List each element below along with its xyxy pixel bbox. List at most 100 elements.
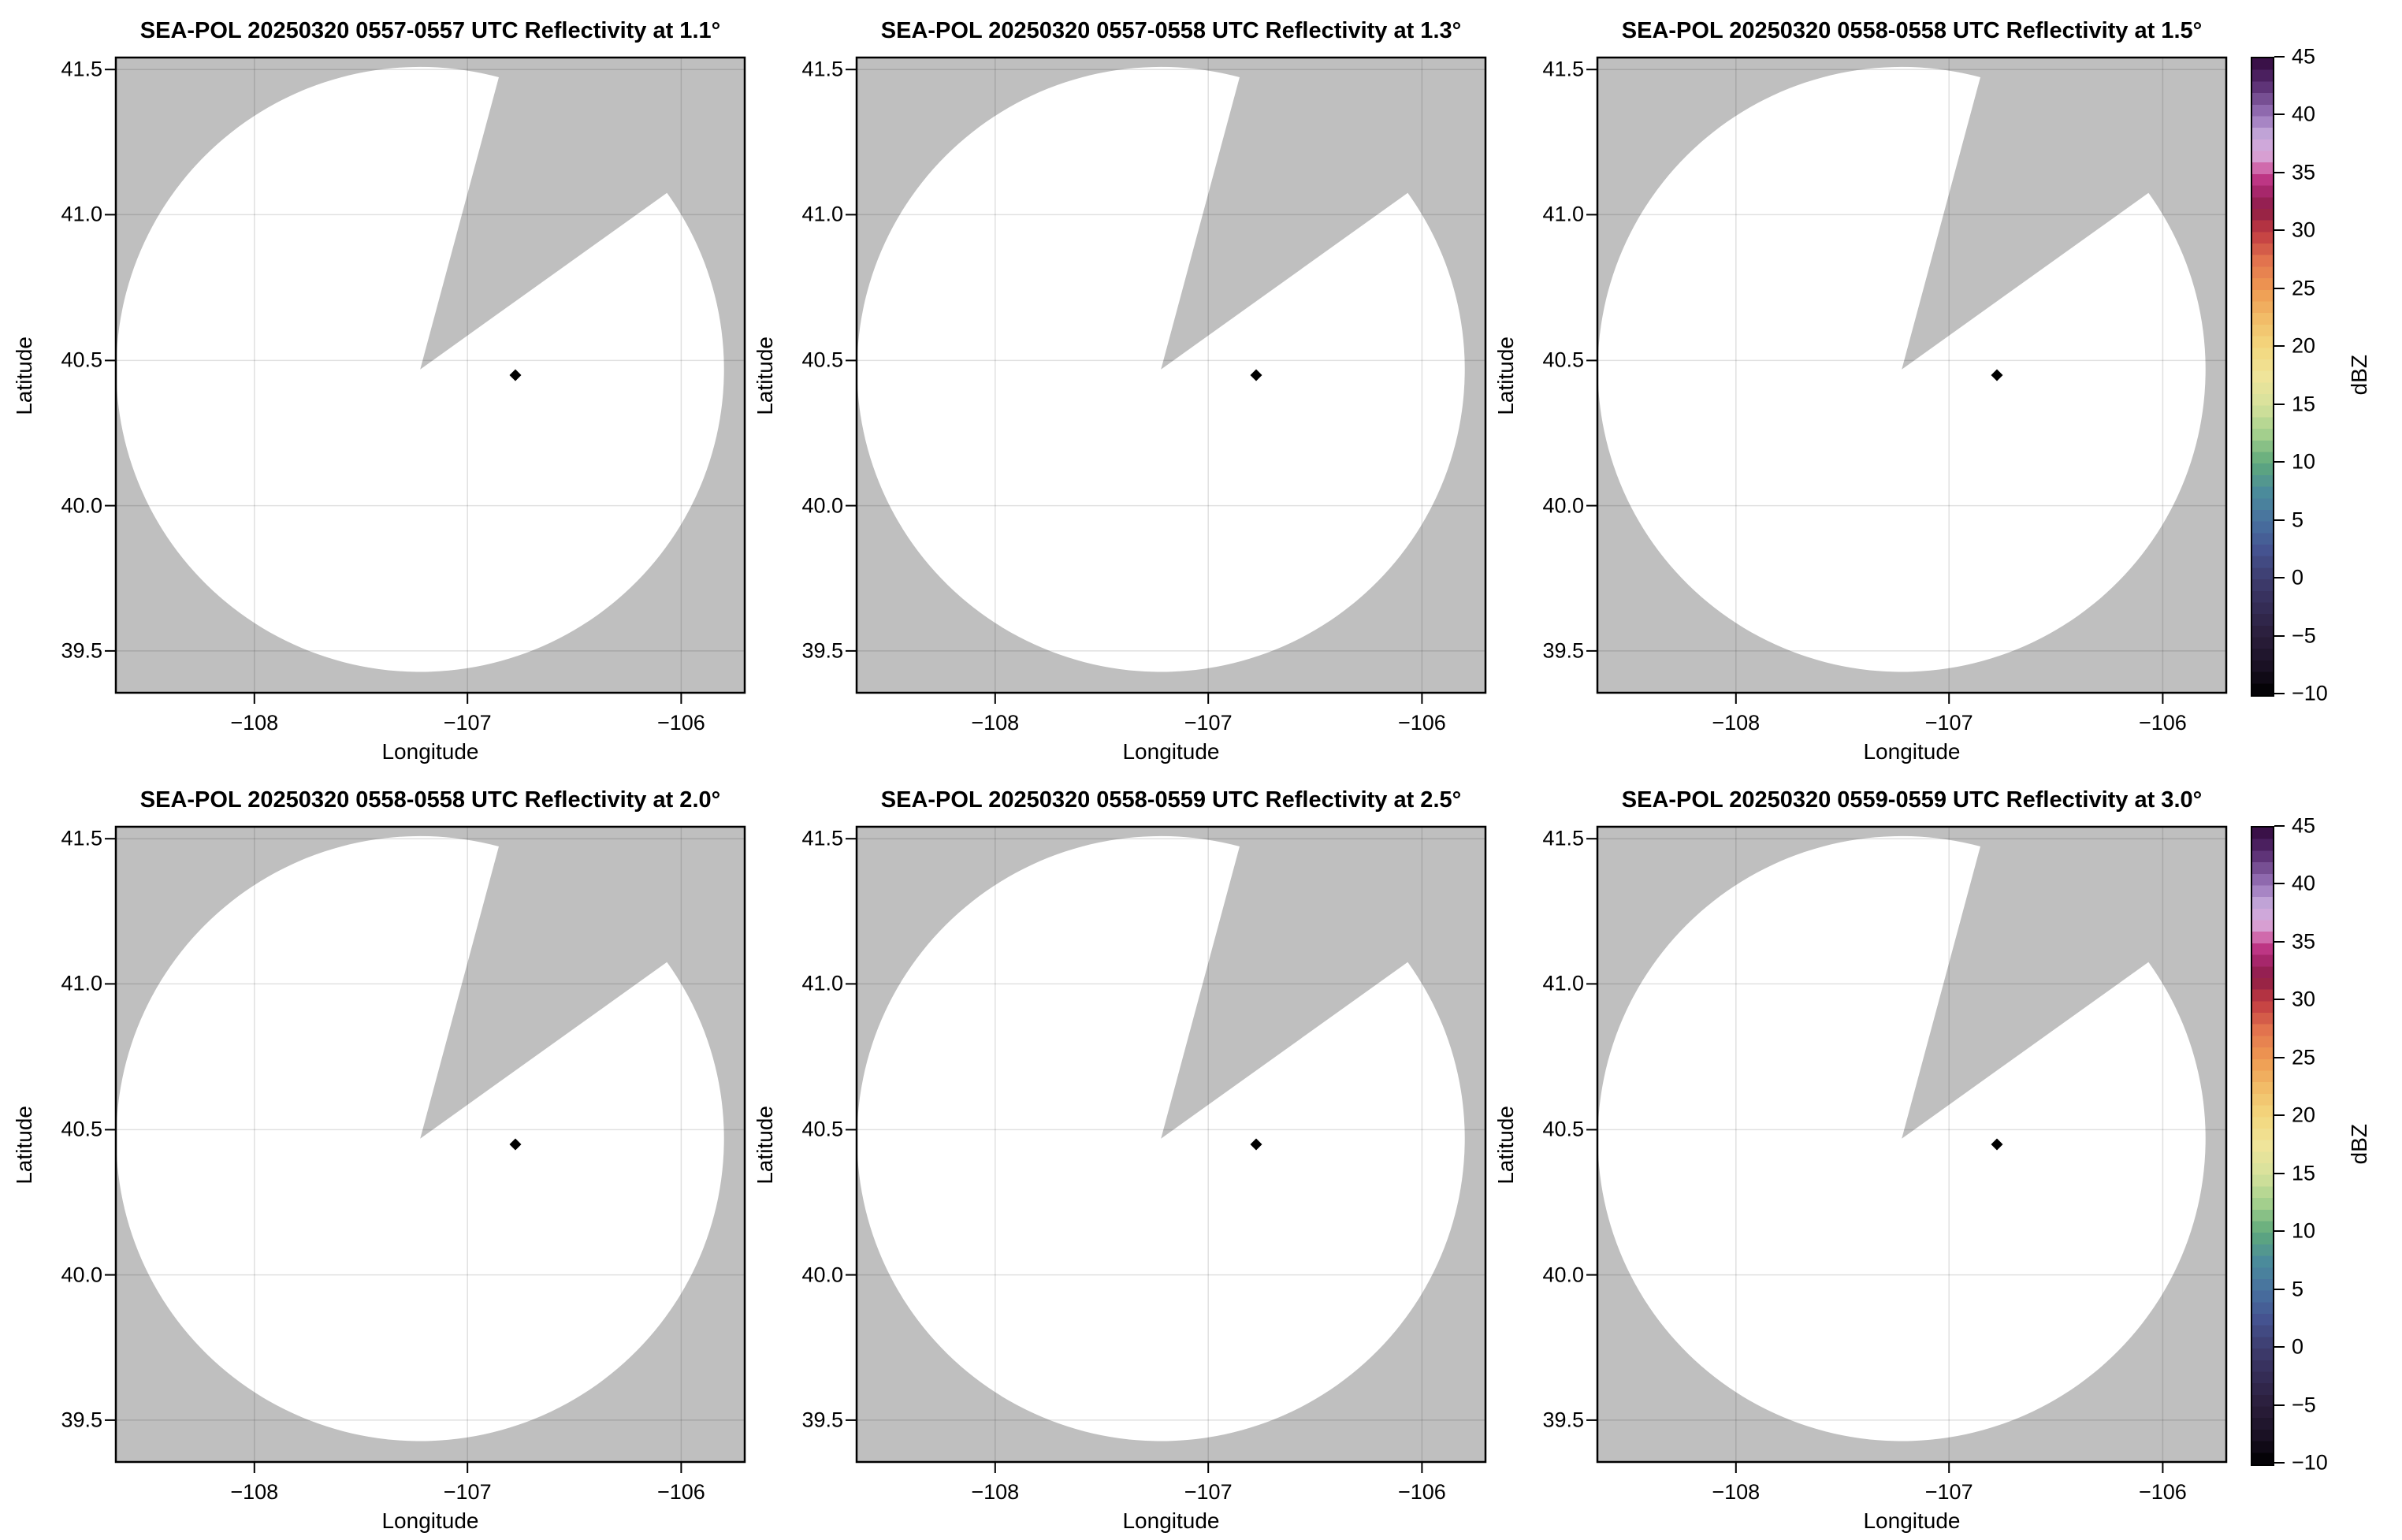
y-tick-label: 40.0 bbox=[61, 493, 102, 518]
y-tick-labels: 41.5 41.0 40.5 40.0 39.5 bbox=[1526, 826, 1597, 1474]
y-tick-labels: 41.5 41.0 40.5 40.0 39.5 bbox=[44, 826, 115, 1474]
radar-site-marker bbox=[509, 369, 522, 381]
y-axis-label: Latitude bbox=[746, 826, 785, 1464]
y-tick-label: 40.5 bbox=[1542, 1117, 1584, 1141]
colorbar-tick-label: 25 bbox=[2292, 276, 2316, 300]
colorbar-bar bbox=[2251, 57, 2274, 697]
subplot-panel: SEA-POL 20250320 0557-0558 UTC Reflectiv… bbox=[746, 2, 1487, 771]
x-tick-label: −106 bbox=[656, 711, 705, 735]
panel-title: SEA-POL 20250320 0558-0558 UTC Reflectiv… bbox=[1621, 18, 2203, 43]
colorbar: dBZ 45 40 35 30 25 20 15 10 5 0 −5 −10 bbox=[2227, 2, 2393, 771]
radar-ppi-image bbox=[105, 56, 746, 704]
colorbar-axis-label-text: dBZ bbox=[2347, 1124, 2371, 1165]
colorbar-tick-label: 45 bbox=[2292, 813, 2316, 838]
y-axis-label: Latitude bbox=[1486, 57, 1526, 695]
colorbar-tick-label: 15 bbox=[2292, 392, 2316, 416]
panel-title: SEA-POL 20250320 0558-0559 UTC Reflectiv… bbox=[880, 787, 1462, 813]
colorbar-tick-label: 5 bbox=[2292, 508, 2304, 532]
colorbar-tick-label: 35 bbox=[2292, 929, 2316, 954]
x-tick-labels: −108 −107 −106 bbox=[115, 705, 746, 736]
subplot-panel: SEA-POL 20250320 0558-0558 UTC Reflectiv… bbox=[5, 771, 746, 1540]
colorbar-tick-label: 40 bbox=[2292, 871, 2316, 895]
radar-ppi-image bbox=[105, 825, 746, 1473]
y-axis-label: Latitude bbox=[746, 57, 785, 695]
subplot-panel: SEA-POL 20250320 0557-0557 UTC Reflectiv… bbox=[5, 2, 746, 771]
y-tick-label: 41.5 bbox=[801, 826, 843, 850]
plot-border bbox=[114, 825, 746, 1464]
y-axis-label-text: Latitude bbox=[753, 1106, 777, 1185]
colorbar-tick-mark bbox=[2274, 345, 2285, 348]
y-tick-label: 39.5 bbox=[1542, 1408, 1584, 1432]
radar-ppi-image bbox=[1586, 825, 2228, 1473]
radar-scan-area bbox=[116, 66, 724, 672]
radar-scan-area bbox=[857, 835, 1465, 1441]
colorbar-tick-label: −10 bbox=[2292, 681, 2328, 705]
radar-map-plot bbox=[846, 825, 1487, 1474]
colorbar-tick-label: 40 bbox=[2292, 102, 2316, 126]
y-tick-label: 40.0 bbox=[61, 1263, 102, 1287]
y-axis-label: Latitude bbox=[1486, 826, 1526, 1464]
colorbar: dBZ 45 40 35 30 25 20 15 10 5 0 −5 −10 bbox=[2227, 771, 2393, 1540]
panel-title: SEA-POL 20250320 0558-0558 UTC Reflectiv… bbox=[139, 787, 721, 813]
radar-ppi-image bbox=[1586, 56, 2228, 704]
y-tick-label: 39.5 bbox=[1542, 638, 1584, 663]
x-tick-label: −107 bbox=[1924, 711, 1973, 735]
y-tick-label: 40.5 bbox=[801, 348, 843, 372]
x-tick-label: −106 bbox=[2138, 1480, 2187, 1504]
colorbar-tick-mark bbox=[2274, 1346, 2285, 1348]
y-tick-label: 41.5 bbox=[61, 826, 102, 850]
radar-site-marker bbox=[1991, 1138, 2003, 1151]
x-axis-label-text: Longitude bbox=[1122, 1508, 1220, 1533]
x-tick-label: −107 bbox=[443, 1480, 492, 1504]
x-tick-label: −107 bbox=[1184, 1480, 1233, 1504]
y-tick-label: 39.5 bbox=[61, 1408, 102, 1432]
colorbar-tick-label: 30 bbox=[2292, 987, 2316, 1011]
radar-scan-area bbox=[857, 66, 1465, 672]
colorbar-tick-mark bbox=[2274, 634, 2285, 637]
y-tick-label: 41.0 bbox=[1542, 971, 1584, 995]
x-axis-label-text: Longitude bbox=[1863, 1508, 1961, 1533]
colorbar-tick-label: −5 bbox=[2292, 1393, 2316, 1417]
y-tick-label: 40.0 bbox=[801, 1263, 843, 1287]
colorbar-tick-mark bbox=[2274, 113, 2285, 116]
colorbar-tick-mark bbox=[2274, 577, 2285, 579]
y-tick-label: 39.5 bbox=[801, 1408, 843, 1432]
plot-border bbox=[1596, 825, 2228, 1464]
subplot-panel: SEA-POL 20250320 0559-0559 UTC Reflectiv… bbox=[1486, 771, 2228, 1540]
colorbar-tick-label: 25 bbox=[2292, 1045, 2316, 1069]
colorbar-tick-mark bbox=[2274, 229, 2285, 232]
radar-map-plot bbox=[846, 56, 1487, 705]
y-axis-label-text: Latitude bbox=[753, 337, 777, 415]
panel-title: SEA-POL 20250320 0557-0557 UTC Reflectiv… bbox=[139, 18, 721, 43]
x-axis-label: Longitude bbox=[856, 1505, 1486, 1540]
y-axis-label-text: Latitude bbox=[12, 1106, 36, 1185]
y-tick-label: 40.0 bbox=[801, 493, 843, 518]
x-tick-label: −107 bbox=[443, 711, 492, 735]
panel-row: SEA-POL 20250320 0557-0557 UTC Reflectiv… bbox=[5, 2, 2402, 771]
y-tick-labels: 41.5 41.0 40.5 40.0 39.5 bbox=[785, 826, 856, 1474]
y-tick-label: 40.5 bbox=[61, 348, 102, 372]
y-tick-labels: 41.5 41.0 40.5 40.0 39.5 bbox=[1526, 57, 1597, 705]
x-axis-label: Longitude bbox=[115, 1505, 746, 1540]
x-tick-labels: −108 −107 −106 bbox=[115, 1474, 746, 1505]
plot-border bbox=[855, 56, 1487, 694]
radar-site-marker bbox=[509, 1138, 522, 1151]
colorbar-tick-mark bbox=[2274, 461, 2285, 463]
colorbar-tick-label: 0 bbox=[2292, 1334, 2304, 1359]
x-tick-label: −106 bbox=[2138, 711, 2187, 735]
colorbar-tick-label: 20 bbox=[2292, 333, 2316, 358]
x-axis-label-text: Longitude bbox=[1122, 739, 1220, 764]
colorbar-tick-mark bbox=[2274, 1056, 2285, 1058]
y-axis-label-text: Latitude bbox=[1493, 337, 1518, 415]
x-tick-labels: −108 −107 −106 bbox=[856, 1474, 1486, 1505]
y-tick-label: 40.0 bbox=[1542, 493, 1584, 518]
y-tick-label: 41.0 bbox=[61, 971, 102, 995]
x-axis-label-text: Longitude bbox=[1863, 739, 1961, 764]
colorbar-tick-mark bbox=[2274, 883, 2285, 885]
radar-map-plot bbox=[105, 825, 746, 1474]
x-tick-label: −108 bbox=[971, 1480, 1020, 1504]
colorbar-axis-label-text: dBZ bbox=[2347, 355, 2371, 396]
colorbar-tick-label: −10 bbox=[2292, 1450, 2328, 1475]
x-tick-label: −107 bbox=[1924, 1480, 1973, 1504]
colorbar-tick-mark bbox=[2274, 999, 2285, 1001]
